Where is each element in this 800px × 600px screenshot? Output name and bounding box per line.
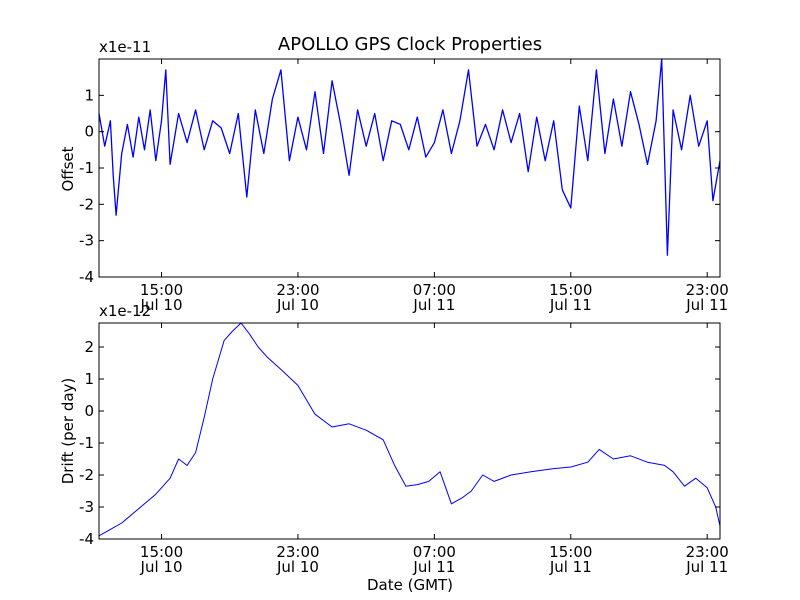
drift-y-tick-label: -2 bbox=[79, 466, 94, 484]
offset-y-axis-label: Offset bbox=[59, 146, 77, 191]
offset-x-tick-label-date: Jul 10 bbox=[140, 296, 183, 314]
offset-x-tick-label-time: 15:00 bbox=[140, 281, 183, 299]
offset-x-tick-label-date: Jul 10 bbox=[276, 296, 319, 314]
drift-x-tick-label-date: Jul 10 bbox=[276, 558, 319, 576]
drift-x-tick-label-time: 07:00 bbox=[413, 543, 456, 561]
offset-y-tick-label: -4 bbox=[79, 268, 94, 286]
drift-y-tick-label: -1 bbox=[79, 434, 94, 452]
drift-x-tick-label-time: 15:00 bbox=[140, 543, 183, 561]
drift-y-tick-label: -3 bbox=[79, 498, 94, 516]
drift-y-axis-label: Drift (per day) bbox=[59, 378, 77, 485]
drift-y-tick-label: 0 bbox=[84, 402, 94, 420]
figure-title: APOLLO GPS Clock Properties bbox=[278, 34, 542, 55]
drift-y-tick-label: -4 bbox=[79, 530, 94, 548]
drift-multiplier: x1e-12 bbox=[99, 302, 151, 320]
drift-y-tick-label: 1 bbox=[84, 370, 94, 388]
drift-x-tick-label-time: 23:00 bbox=[686, 543, 729, 561]
drift-y-tick-label: 2 bbox=[84, 338, 94, 356]
drift-x-axis-label: Date (GMT) bbox=[367, 576, 453, 594]
offset-x-tick-label-date: Jul 11 bbox=[685, 296, 728, 314]
drift-series-line-0 bbox=[98, 322, 721, 537]
offset-multiplier: x1e-11 bbox=[99, 38, 151, 56]
offset-x-tick-label-time: 23:00 bbox=[686, 281, 729, 299]
offset-y-tick-label: -1 bbox=[79, 159, 94, 177]
drift-x-tick-label-date: Jul 10 bbox=[140, 558, 183, 576]
offset-x-tick-label-time: 07:00 bbox=[413, 281, 456, 299]
offset-x-tick-label-date: Jul 11 bbox=[549, 296, 592, 314]
offset-y-tick-label: -2 bbox=[79, 195, 94, 213]
drift-axes-frame bbox=[98, 322, 721, 540]
offset-x-tick-label-time: 23:00 bbox=[276, 281, 319, 299]
drift-x-tick-label-time: 23:00 bbox=[276, 543, 319, 561]
drift-x-tick-label-date: Jul 11 bbox=[685, 558, 728, 576]
drift-x-tick-label-date: Jul 11 bbox=[549, 558, 592, 576]
offset-y-tick-label: 0 bbox=[84, 123, 94, 141]
offset-y-tick-label: -3 bbox=[79, 232, 94, 250]
offset-series-line-0 bbox=[98, 58, 721, 256]
drift-x-tick-label-time: 15:00 bbox=[549, 543, 592, 561]
offset-x-tick-label-time: 15:00 bbox=[549, 281, 592, 299]
offset-x-tick-label-date: Jul 11 bbox=[412, 296, 455, 314]
drift-chart: x1e-12 Drift (per day) Date (GMT) -4 -3 -2… bbox=[59, 302, 729, 594]
offset-y-tick-label: 1 bbox=[84, 86, 94, 104]
drift-x-tick-label-date: Jul 11 bbox=[412, 558, 455, 576]
